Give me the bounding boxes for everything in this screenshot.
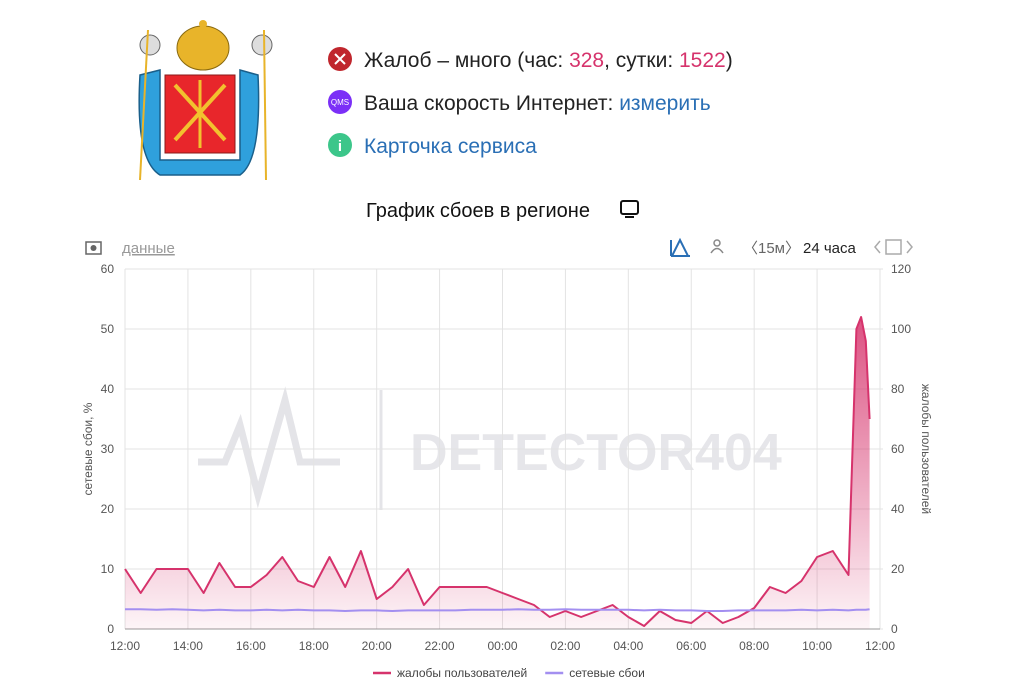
info-icon bbox=[328, 133, 352, 157]
info-icon-i: i bbox=[338, 138, 342, 155]
y-axis-label: сетевые сбои, % bbox=[81, 402, 95, 495]
speed-status: Ваша скорость Интернет: измерить bbox=[364, 92, 711, 115]
y2-tick-label: 20 bbox=[891, 562, 905, 576]
status-text: Ваша скорость Интернет: bbox=[364, 92, 619, 115]
y2-tick-label: 40 bbox=[891, 502, 905, 516]
service-card-link[interactable]: Карточка сервиса bbox=[364, 135, 537, 158]
day-count: 1522 bbox=[679, 49, 726, 72]
x-tick-label: 04:00 bbox=[613, 639, 643, 653]
x-tick-label: 06:00 bbox=[676, 639, 706, 653]
y-tick-label: 0 bbox=[107, 622, 114, 636]
status-text: Жалоб – много (час: bbox=[364, 49, 569, 72]
watermark: DETECTOR404 bbox=[410, 424, 782, 482]
series-line bbox=[124, 316, 871, 627]
y-tick-label: 30 bbox=[101, 442, 115, 456]
y-tick-label: 10 bbox=[101, 562, 115, 576]
plot: 12:00 14:00 16:00 18:00 20:00 22:00 00:00 02:00… bbox=[81, 262, 933, 680]
x-tick-label: 08:00 bbox=[739, 639, 769, 653]
y2-tick-label: 100 bbox=[891, 322, 911, 336]
camera-icon[interactable] bbox=[85, 241, 102, 255]
qms-icon-label: QMS bbox=[331, 98, 349, 107]
x-tick-label: 12:00 bbox=[865, 639, 895, 653]
x-tick-label: 16:00 bbox=[236, 639, 266, 653]
measure-link[interactable]: измерить bbox=[619, 92, 711, 115]
y2-tick-label: 0 bbox=[891, 622, 898, 636]
y2-tick-label: 80 bbox=[891, 382, 905, 396]
data-link[interactable]: данные bbox=[122, 240, 175, 257]
status-text: , сутки: bbox=[604, 49, 679, 72]
y2-tick-label: 120 bbox=[891, 262, 911, 276]
legend-label: сетевые сбои bbox=[569, 666, 645, 680]
period-selector[interactable]: 24 часа bbox=[803, 240, 857, 257]
y2-tick-label: 60 bbox=[891, 442, 905, 456]
interval-selector[interactable]: 〈15м〉 bbox=[743, 240, 800, 257]
x-tick-label: 10:00 bbox=[802, 639, 832, 653]
chart-title: График сбоев в регионе bbox=[366, 200, 590, 222]
y-tick-label: 20 bbox=[101, 502, 115, 516]
x-tick-label: 00:00 bbox=[487, 639, 517, 653]
x-tick-label: 22:00 bbox=[425, 639, 455, 653]
qms-icon bbox=[328, 90, 352, 114]
x-tick-label: 20:00 bbox=[362, 639, 392, 653]
chart-mode-icon[interactable] bbox=[670, 237, 690, 257]
y2-axis-label: жалобы пользователей bbox=[919, 384, 933, 514]
x-tick-label: 12:00 bbox=[110, 639, 140, 653]
coat-of-arms bbox=[138, 20, 273, 181]
complaints-status: Жалоб – много (час: 328, сутки: 1522) bbox=[364, 49, 733, 72]
y-tick-label: 60 bbox=[101, 262, 115, 276]
error-icon-cross bbox=[334, 53, 346, 65]
legend-label: жалобы пользователей bbox=[397, 666, 527, 680]
series-line bbox=[125, 608, 870, 612]
user-icon[interactable] bbox=[710, 239, 724, 254]
monitor-icon bbox=[620, 200, 639, 218]
x-tick-label: 18:00 bbox=[299, 639, 329, 653]
y-tick-label: 50 bbox=[101, 322, 115, 336]
x-tick-label: 14:00 bbox=[173, 639, 203, 653]
hour-count: 328 bbox=[569, 49, 604, 72]
y-tick-label: 40 bbox=[101, 382, 115, 396]
x-tick-label: 02:00 bbox=[550, 639, 580, 653]
watermark-logo bbox=[198, 386, 383, 510]
area-fill bbox=[125, 317, 870, 629]
status-text: ) bbox=[726, 49, 733, 72]
calendar-icon[interactable] bbox=[874, 239, 913, 255]
